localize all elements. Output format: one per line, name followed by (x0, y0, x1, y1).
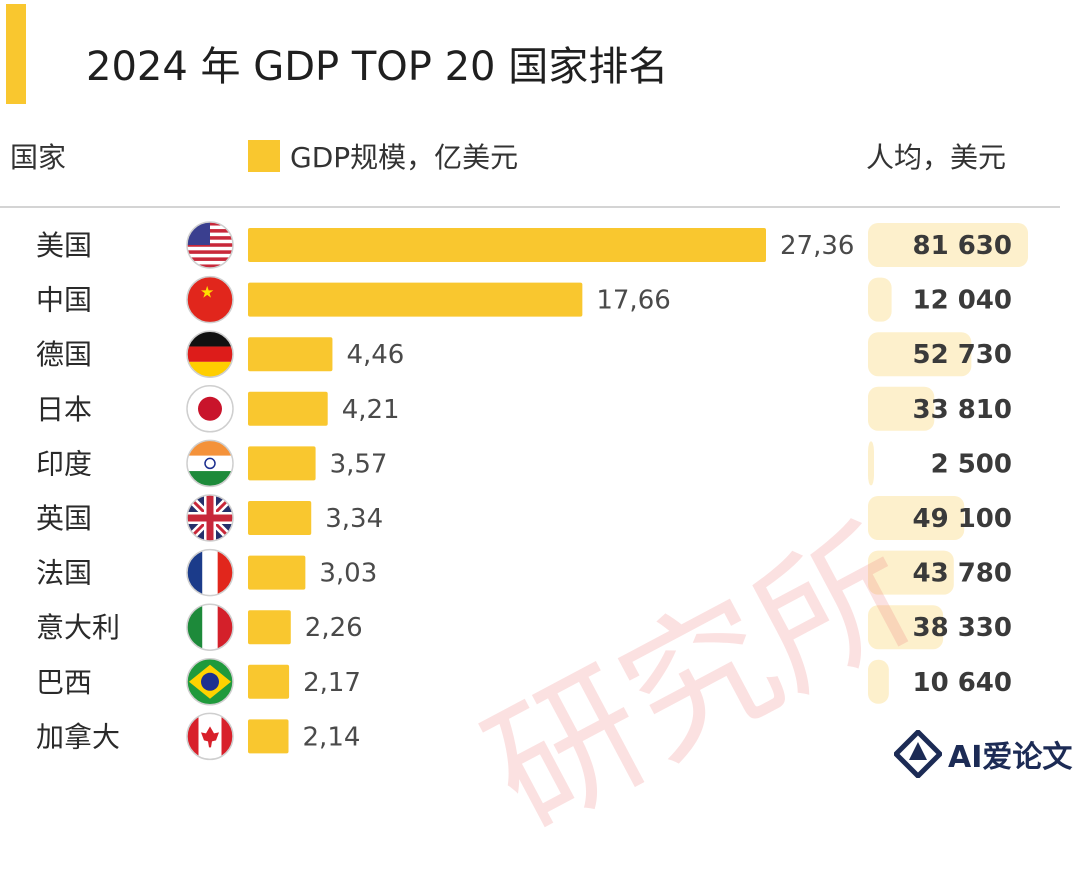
gdp-bar (248, 501, 312, 535)
header-divider (0, 206, 1060, 208)
gdp-value-label: 2,14 (303, 722, 361, 752)
gdp-value-label: 3,34 (325, 504, 383, 534)
per-capita-bar (868, 332, 972, 377)
country-label: 日本 (36, 393, 92, 426)
gdp-value-label: 2,26 (305, 613, 363, 643)
gdp-bar (248, 282, 583, 317)
canada-flag-icon (187, 713, 233, 760)
country-label: 巴西 (36, 666, 92, 699)
brand-logo: AI爱论文 (880, 720, 1080, 788)
per-capita-bar (868, 496, 965, 540)
per-capita-bar (868, 550, 954, 595)
gdp-value-label: 4,21 (342, 395, 400, 425)
country-label: 英国 (36, 502, 92, 535)
per-capita-value-label: 38 330 (912, 613, 1012, 643)
per-capita-bar (868, 441, 874, 486)
gdp-bar (248, 228, 766, 262)
gdp-value-label: 17,66 (596, 286, 670, 316)
legend-label: GDP规模，亿美元 (290, 141, 519, 174)
legend-swatch (248, 140, 280, 172)
gdp-bar (248, 664, 290, 699)
gdp-bar (248, 446, 316, 481)
gdp-bar (248, 555, 306, 590)
per-capita-bar (868, 277, 892, 322)
per-capita-value-label: 33 810 (912, 395, 1012, 425)
gdp-bar-chart: 美国 27,36 81 630 中国 ★ 17,66 12 040 德国 4,46 52 730 日… (36, 221, 1028, 761)
gdp-value-label: 3,57 (330, 449, 388, 479)
gdp-bar (248, 610, 291, 645)
svg-text:★: ★ (200, 283, 214, 302)
per-capita-value-label: 81 630 (912, 231, 1012, 261)
country-label: 中国 (36, 284, 92, 317)
gdp-bar (248, 391, 328, 426)
per-capita-bar (868, 605, 944, 650)
country-label: 美国 (36, 229, 92, 262)
per-capita-column-header: 人均，美元 (866, 141, 1007, 174)
country-label: 加拿大 (36, 720, 120, 753)
legend: GDP规模，亿美元 (248, 136, 518, 176)
per-capita-value-label: 52 730 (912, 340, 1012, 370)
title-accent-bar (6, 4, 26, 104)
uk-flag-icon (187, 495, 233, 541)
country-column-header: 国家 (10, 141, 67, 174)
per-capita-bar (868, 659, 889, 704)
gdp-value-label: 2,17 (303, 668, 361, 698)
country-label: 德国 (36, 338, 92, 371)
brazil-flag-icon (187, 658, 233, 705)
gdp-value-label: 27,36 (780, 231, 854, 261)
chart-title: 2024 年 GDP TOP 20 国家排名 (86, 44, 669, 90)
logo-text: AI爱论文 (948, 740, 1073, 775)
gdp-bar (248, 719, 289, 754)
per-capita-value-label: 49 100 (912, 504, 1012, 534)
gdp-value-label: 4,46 (346, 340, 404, 370)
country-label: 意大利 (36, 611, 120, 644)
per-capita-value-label: 2 500 (931, 449, 1012, 479)
gdp-bar (248, 337, 333, 372)
china-flag-icon: ★ (187, 276, 233, 323)
per-capita-value-label: 12 040 (912, 286, 1012, 316)
gdp-value-label: 3,03 (319, 559, 377, 589)
country-label: 法国 (36, 557, 92, 590)
japan-flag-icon (187, 385, 233, 432)
per-capita-bar (868, 386, 935, 431)
per-capita-value-label: 43 780 (912, 559, 1012, 589)
per-capita-value-label: 10 640 (912, 668, 1012, 698)
country-label: 印度 (36, 447, 92, 480)
ai-logo-icon (894, 730, 942, 778)
per-capita-bar (868, 223, 1028, 267)
